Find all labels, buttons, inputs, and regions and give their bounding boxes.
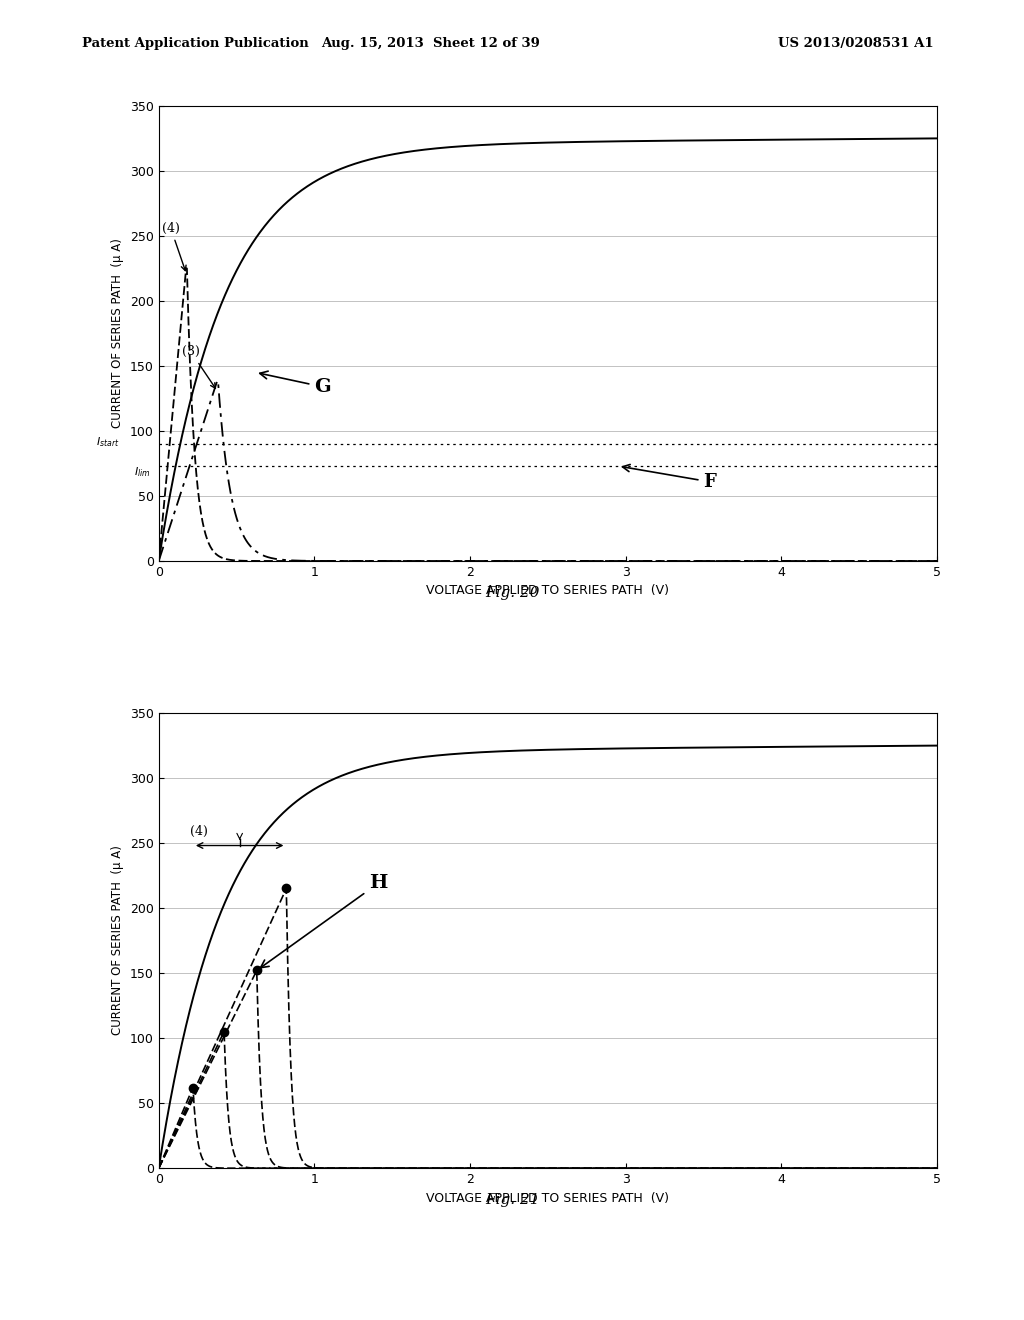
Text: US 2013/0208531 A1: US 2013/0208531 A1: [778, 37, 934, 50]
X-axis label: VOLTAGE APPLIED TO SERIES PATH  (V): VOLTAGE APPLIED TO SERIES PATH (V): [426, 1192, 670, 1205]
Text: Aug. 15, 2013  Sheet 12 of 39: Aug. 15, 2013 Sheet 12 of 39: [321, 37, 540, 50]
Text: Patent Application Publication: Patent Application Publication: [82, 37, 308, 50]
Text: Fig. 20: Fig. 20: [484, 586, 540, 599]
Text: (4): (4): [162, 222, 186, 271]
Y-axis label: CURRENT OF SERIES PATH  (μ A): CURRENT OF SERIES PATH (μ A): [112, 239, 125, 428]
Text: G: G: [260, 371, 331, 396]
Text: Fig. 21: Fig. 21: [484, 1193, 540, 1206]
Text: $\mathit{I}_{start}$: $\mathit{I}_{start}$: [96, 436, 120, 450]
Text: H: H: [260, 874, 387, 968]
Text: $\mathit{I}_{lim}$: $\mathit{I}_{lim}$: [134, 466, 151, 479]
Text: F: F: [623, 465, 717, 491]
Text: (4): (4): [189, 825, 208, 838]
Y-axis label: CURRENT OF SERIES PATH  (μ A): CURRENT OF SERIES PATH (μ A): [112, 846, 125, 1035]
Text: (3): (3): [182, 346, 215, 388]
X-axis label: VOLTAGE APPLIED TO SERIES PATH  (V): VOLTAGE APPLIED TO SERIES PATH (V): [426, 585, 670, 598]
